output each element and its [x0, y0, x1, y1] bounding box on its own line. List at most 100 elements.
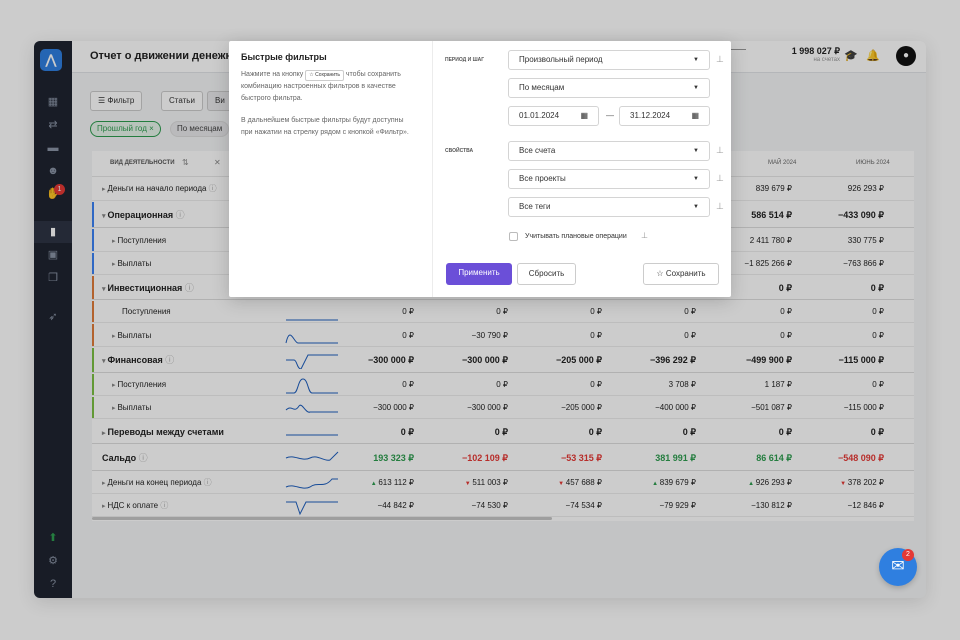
table-cell[interactable]: −205 000 ₽: [556, 348, 602, 373]
row-label[interactable]: ▾ Финансовая ⓘ: [102, 348, 174, 374]
sort-icon[interactable]: ⇅: [182, 158, 189, 167]
pin-icon[interactable]: ⊥: [716, 145, 724, 155]
pin-icon[interactable]: ⊥: [716, 173, 724, 183]
info-icon[interactable]: ⓘ: [158, 501, 169, 510]
table-cell[interactable]: 0 ₽: [684, 324, 696, 347]
table-cell[interactable]: ▲ 926 293 ₽: [748, 472, 792, 495]
table-cell[interactable]: 1 187 ₽: [765, 374, 792, 396]
table-cell[interactable]: 0 ₽: [871, 276, 884, 300]
expand-icon[interactable]: ▸: [112, 333, 118, 340]
table-cell[interactable]: 0 ₽: [872, 324, 884, 347]
table-cell[interactable]: 0 ₽: [495, 420, 508, 444]
collapse-icon[interactable]: ✕: [214, 158, 221, 167]
table-cell[interactable]: −115 000 ₽: [844, 397, 884, 419]
table-cell[interactable]: −44 842 ₽: [378, 495, 414, 517]
table-cell[interactable]: ▼ 511 003 ₽: [465, 472, 508, 495]
education-icon[interactable]: 🎓: [844, 50, 858, 62]
horizontal-scrollbar[interactable]: [92, 517, 552, 520]
expand-icon[interactable]: ▸: [102, 503, 108, 510]
table-cell[interactable]: 0 ₽: [684, 301, 696, 323]
row-label[interactable]: ▸ Выплаты: [112, 253, 151, 276]
row-label[interactable]: ▸ Выплаты: [112, 397, 151, 420]
table-cell[interactable]: −400 000 ₽: [655, 397, 696, 419]
reports-icon[interactable]: ▮: [34, 221, 72, 243]
expand-icon[interactable]: ▸: [112, 405, 118, 412]
pin-icon[interactable]: ⊥: [716, 54, 724, 64]
table-cell[interactable]: ▼ 457 688 ₽: [558, 472, 602, 495]
help-icon[interactable]: ?: [49, 578, 57, 590]
users-icon[interactable]: ☻: [47, 165, 59, 177]
table-row[interactable]: ▸ Деньги на конец периода ⓘ ▲ 613 112 ₽ ▼ …: [92, 472, 914, 494]
table-cell[interactable]: 0 ₽: [780, 324, 792, 347]
table-cell[interactable]: −433 090 ₽: [838, 202, 884, 228]
table-cell[interactable]: 330 775 ₽: [848, 229, 884, 252]
table-row[interactable]: Сальдо ⓘ 193 323 ₽ −102 109 ₽ −53 315 ₽ 381 …: [92, 445, 914, 471]
documents-icon[interactable]: ❐: [48, 272, 58, 284]
table-cell[interactable]: 0 ₽: [496, 374, 508, 396]
info-icon[interactable]: ⓘ: [162, 355, 175, 365]
table-cell[interactable]: 2 411 780 ₽: [750, 229, 792, 252]
upgrade-icon[interactable]: ⬆: [48, 532, 58, 544]
table-cell[interactable]: −30 790 ₽: [472, 324, 508, 347]
table-cell[interactable]: −79 929 ₽: [660, 495, 696, 517]
table-cell[interactable]: 586 514 ₽: [751, 202, 792, 228]
table-cell[interactable]: −300 000 ₽: [462, 348, 508, 373]
table-cell[interactable]: 3 708 ₽: [669, 374, 696, 396]
info-icon[interactable]: ⓘ: [136, 453, 148, 463]
row-label[interactable]: ▸ Выплаты: [112, 324, 151, 348]
table-cell[interactable]: −74 534 ₽: [566, 495, 602, 517]
table-row[interactable]: ▸ Выплаты −300 000 ₽ −300 000 ₽ −205 000 ₽ −…: [92, 397, 914, 419]
tags-select[interactable]: Все теги ▼: [508, 197, 710, 217]
table-cell[interactable]: 381 991 ₽: [655, 445, 696, 471]
table-cell[interactable]: 193 323 ₽: [373, 445, 414, 471]
expand-icon[interactable]: ▾: [102, 286, 108, 293]
avatar[interactable]: ●: [896, 46, 916, 66]
chip-last-year[interactable]: Прошлый год ×: [90, 121, 161, 137]
articles-tab[interactable]: Статьи: [161, 91, 203, 111]
info-icon[interactable]: ⓘ: [182, 283, 194, 293]
transfer-icon[interactable]: ⇄: [48, 119, 58, 131]
date-to-field[interactable]: 31.12.2024 ▦: [619, 106, 710, 126]
expand-icon[interactable]: ▸: [102, 186, 108, 193]
filter-button[interactable]: ☰ Фильтр: [90, 91, 143, 111]
row-label[interactable]: ▸ Переводы между счетами: [102, 420, 224, 446]
table-cell[interactable]: ▲ 839 679 ₽: [652, 472, 696, 495]
expand-icon[interactable]: ▾: [102, 213, 108, 220]
table-cell[interactable]: 0 ₽: [780, 301, 792, 323]
table-cell[interactable]: 0 ₽: [402, 301, 414, 323]
chip-by-month[interactable]: По месяцам: [170, 121, 230, 137]
period-select[interactable]: Произвольный период ▼: [508, 50, 710, 70]
table-cell[interactable]: 839 679 ₽: [756, 177, 792, 201]
table-cell[interactable]: −1 825 266 ₽: [744, 253, 792, 275]
table-cell[interactable]: −499 900 ₽: [746, 348, 792, 373]
row-label[interactable]: ▸ Деньги на начало периода ⓘ: [102, 177, 217, 202]
save-button[interactable]: ☆ Сохранить: [643, 263, 719, 285]
table-cell[interactable]: ▲ 613 112 ₽: [371, 472, 414, 495]
table-cell[interactable]: 0 ₽: [402, 324, 414, 347]
table-row[interactable]: ▸ Поступления 0 ₽ 0 ₽ 0 ₽ 3 708 ₽ 1 187 ₽ 0 ₽: [92, 374, 914, 396]
dashboard-icon[interactable]: ▦: [47, 96, 59, 108]
apply-button[interactable]: Применить: [446, 263, 512, 285]
table-cell[interactable]: −300 000 ₽: [368, 348, 414, 373]
row-label[interactable]: ▸ НДС к оплате ⓘ: [102, 495, 168, 518]
table-row[interactable]: Поступления 0 ₽ 0 ₽ 0 ₽ 0 ₽ 0 ₽ 0 ₽: [92, 301, 914, 323]
expand-icon[interactable]: ▸: [112, 382, 118, 389]
table-row[interactable]: ▸ Переводы между счетами 0 ₽ 0 ₽ 0 ₽ 0 ₽ 0 ₽ 0…: [92, 420, 914, 444]
table-cell[interactable]: −53 315 ₽: [561, 445, 602, 471]
briefcase-icon[interactable]: ▬: [47, 142, 59, 154]
table-row[interactable]: ▾ Инвестиционная ⓘ 0 ₽ 0 ₽: [92, 276, 914, 300]
table-cell[interactable]: −763 866 ₽: [843, 253, 884, 275]
table-cell[interactable]: 0 ₽: [779, 420, 792, 444]
bell-icon[interactable]: 🔔: [866, 50, 880, 62]
expand-icon[interactable]: ▾: [102, 358, 108, 365]
table-cell[interactable]: 0 ₽: [590, 374, 602, 396]
table-cell[interactable]: −300 000 ₽: [373, 397, 414, 419]
row-label[interactable]: ▸ Поступления: [112, 374, 166, 397]
expand-icon[interactable]: ▸: [102, 430, 108, 437]
table-row[interactable]: ▸ Выплаты 0 ₽ −30 790 ₽ 0 ₽ 0 ₽ 0 ₽ 0 ₽: [92, 324, 914, 347]
row-label[interactable]: ▾ Операционная ⓘ: [102, 202, 185, 230]
table-cell[interactable]: 0 ₽: [779, 276, 792, 300]
table-cell[interactable]: 0 ₽: [872, 301, 884, 323]
table-cell[interactable]: −130 812 ₽: [751, 495, 792, 517]
table-cell[interactable]: 0 ₽: [872, 374, 884, 396]
